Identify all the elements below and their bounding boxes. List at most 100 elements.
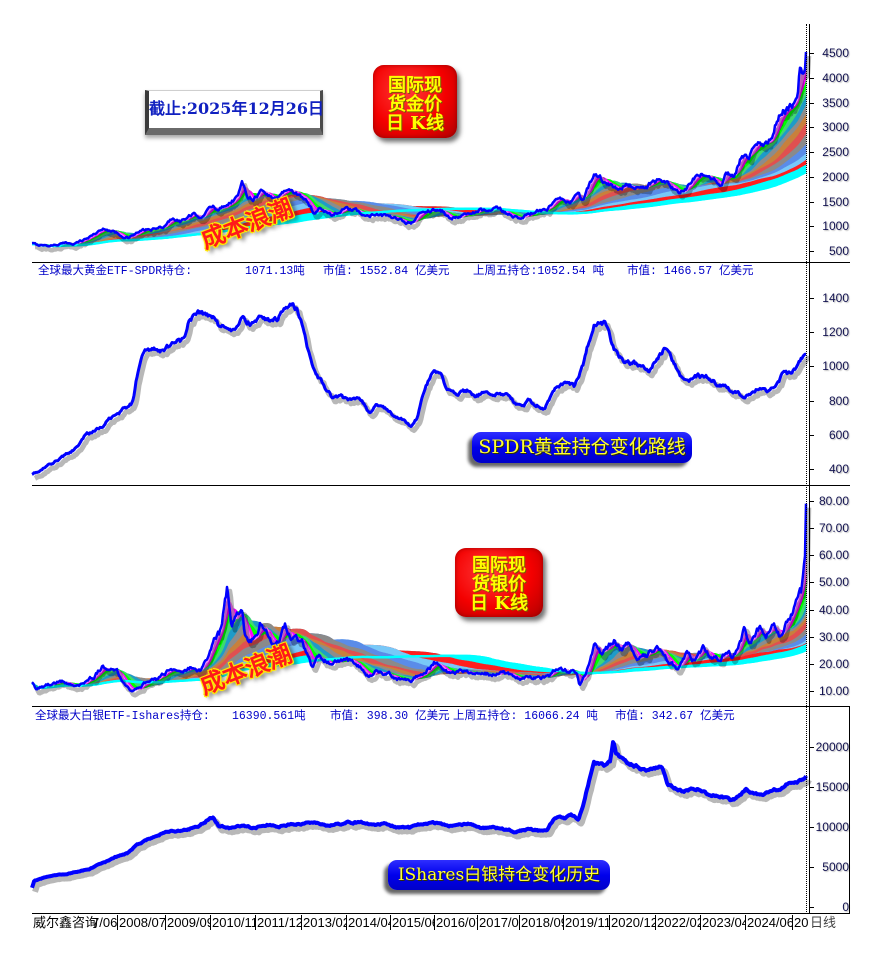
gold-price-line: [31, 51, 808, 248]
spdr-info-title: 全球最大黄金ETF-SPDR持仓:: [38, 265, 193, 278]
y-tick-mark: [809, 501, 814, 502]
y-tick-label: 1000: [822, 359, 849, 374]
y-tick-mark: [809, 366, 814, 367]
y-tick-label: 800: [828, 393, 849, 408]
x-axis-tick: 2016/07: [434, 915, 477, 930]
y-tick-mark: [809, 664, 814, 665]
gold-price-badge: 国际现 货金价 日 K线: [373, 65, 457, 138]
x-axis-tick: 2023/04: [700, 915, 745, 930]
y-tick-mark: [809, 177, 814, 178]
y-tick-label: 2000: [822, 169, 849, 184]
y-tick-mark: [809, 691, 814, 692]
y-tick-label: 80.00: [818, 494, 849, 508]
y-tick-label: 400: [828, 462, 849, 476]
x-axis-tick: 2017/08: [477, 915, 519, 930]
y-tick-mark: [809, 53, 814, 54]
silver-price-badge: 国际现 货银价 日 K线: [455, 548, 543, 617]
y-tick-label: 70.00: [818, 521, 849, 536]
silver-panel-bottom-divider: [32, 706, 850, 707]
ishares-holdings-badge: IShares白银持仓变化历史: [388, 860, 610, 890]
cost-wave-base-line: [32, 170, 807, 248]
cost-wave-bands: [31, 549, 807, 692]
y-tick-label: 5000: [822, 860, 849, 874]
y-tick-mark: [809, 555, 814, 556]
gold-badge-line-2: 货金价: [388, 94, 442, 115]
spdr-last-friday-value: 市值: 1466.57 亿美元: [627, 265, 754, 278]
spdr-holdings-plot: [31, 302, 811, 481]
x-axis-tick: 2022/02: [655, 915, 700, 930]
x-axis-tick: 2015/06: [390, 915, 434, 930]
y-tick-label: 3000: [822, 120, 849, 135]
silver-badge-line-1: 国际现: [472, 555, 526, 576]
y-tick-mark: [809, 867, 814, 868]
x-axis-last-partial-tick: 20: [792, 915, 809, 930]
y-tick-label: 600: [828, 427, 849, 442]
y-tick-mark: [809, 907, 814, 908]
x-axis-tick: 2014/04: [346, 915, 390, 930]
ishares-holdings-line: [30, 740, 808, 889]
line-shadow: [33, 305, 811, 481]
y-tick-label: 15000: [815, 780, 849, 794]
y-tick-mark: [809, 78, 814, 79]
y-tick-mark: [809, 401, 814, 402]
y-tick-label: 10000: [815, 820, 849, 834]
y-tick-label: 3500: [822, 95, 849, 110]
y-tick-label: 60.00: [818, 548, 849, 563]
y-tick-label: 20.00: [818, 656, 849, 671]
y-tick-mark: [809, 528, 814, 529]
x-axis-period-label: 日线: [810, 915, 837, 930]
y-tick-label: 2500: [822, 145, 849, 159]
y-tick-mark: [809, 827, 814, 828]
y-tick-label: 1200: [822, 325, 849, 340]
ishares-axis-box-right: [849, 706, 850, 914]
spdr-holdings-line: [31, 302, 807, 476]
spdr-market-value: 市值: 1552.84 亿美元: [323, 265, 450, 278]
x-axis-tick: 2011/12: [255, 915, 301, 930]
y-tick-mark: [809, 332, 814, 333]
x-axis-tick: 2020/12: [609, 915, 655, 930]
gold-badge-line-1: 国际现: [388, 75, 442, 96]
y-tick-mark: [809, 103, 814, 104]
x-axis-tick: 2008/07: [117, 915, 165, 930]
x-axis-tick: 2018/09: [519, 915, 563, 930]
y-tick-label: 500: [828, 244, 849, 258]
as-of-date-box: 截止:2025年12月26日: [145, 90, 324, 135]
spdr-holdings-badge: SPDR黄金持仓变化路线: [472, 432, 692, 463]
y-tick-mark: [809, 582, 814, 583]
y-tick-mark: [809, 152, 814, 153]
y-tick-label: 1000: [822, 219, 849, 234]
x-axis-tick: 2024/06: [745, 915, 792, 930]
ishares-last-friday-holding: 上周五持仓: 16066.24 吨: [453, 710, 598, 723]
line-shadow: [33, 507, 812, 698]
y-tick-mark: [809, 787, 814, 788]
ishares-holdings-plot: [30, 740, 812, 893]
ishares-info-title: 全球最大白银ETF-Ishares持仓:: [35, 710, 210, 723]
y-tick-label: 20000: [815, 740, 849, 754]
silver-badge-line-3: 日 K线: [470, 593, 528, 614]
y-tick-mark: [809, 747, 814, 748]
gold-panel-bottom-divider: [32, 262, 850, 263]
y-axis-minor-ticks: [806, 24, 807, 914]
gold-price-plot: [31, 51, 812, 253]
cost-wave-base-line: [31, 648, 807, 689]
y-tick-label: 4500: [822, 46, 849, 60]
ishares-holding-value: 16390.561吨: [232, 710, 306, 723]
x-axis-source-label: 威尔鑫咨询: [33, 915, 99, 930]
x-axis-line: [32, 913, 850, 914]
x-axis-first-partial-tick: 7/06: [92, 915, 118, 930]
y-tick-mark: [809, 127, 814, 128]
ishares-market-value: 市值: 398.30 亿美元: [330, 710, 450, 723]
ishares-last-friday-value: 市值: 342.67 亿美元: [615, 710, 735, 723]
y-tick-mark: [809, 469, 814, 470]
y-tick-mark: [809, 435, 814, 436]
y-tick-label: 40.00: [818, 602, 849, 617]
x-axis-tick: 2009/09: [165, 915, 210, 930]
y-tick-label: 30.00: [818, 629, 849, 644]
x-axis-tick: 2010/11: [210, 915, 255, 930]
x-axis-tick: 2013/02: [301, 915, 346, 930]
silver-price-line: [31, 503, 808, 693]
x-axis-tick: 2019/11: [563, 915, 609, 930]
y-tick-label: 10.00: [818, 684, 849, 698]
y-tick-label: 4000: [822, 70, 849, 85]
